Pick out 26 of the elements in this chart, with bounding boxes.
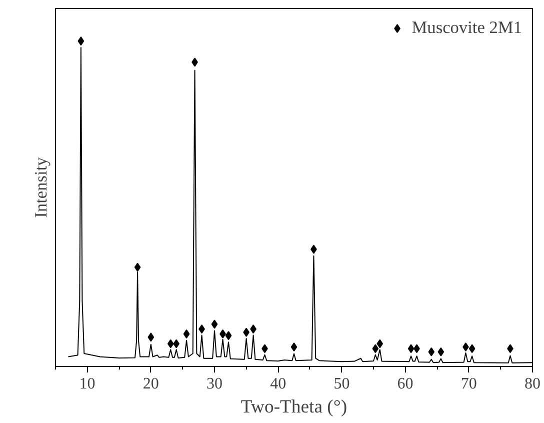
point bbox=[428, 347, 435, 356]
x-tick-label: 80 bbox=[524, 376, 540, 392]
x-tick-label: 30 bbox=[206, 376, 222, 392]
legend-label: Muscovite 2M1 bbox=[412, 18, 522, 38]
x-axis-title: Two-Theta (°) bbox=[240, 396, 348, 418]
point bbox=[148, 332, 154, 342]
point bbox=[290, 342, 298, 352]
x-tick-label: 60 bbox=[397, 376, 414, 392]
x-tick-label: 40 bbox=[270, 376, 286, 392]
x-tick-label: 10 bbox=[79, 376, 96, 392]
point bbox=[78, 36, 84, 46]
point bbox=[225, 331, 232, 340]
point bbox=[167, 339, 174, 348]
point bbox=[134, 262, 141, 272]
point bbox=[173, 339, 180, 348]
point bbox=[376, 339, 384, 348]
y-axis-title: Intensity bbox=[32, 156, 50, 218]
point bbox=[468, 344, 476, 354]
x-tick-label: 20 bbox=[142, 376, 159, 392]
point bbox=[372, 344, 379, 354]
point bbox=[183, 329, 190, 338]
x-tick-label: 50 bbox=[334, 376, 350, 392]
point bbox=[408, 344, 414, 354]
point bbox=[438, 347, 444, 356]
point bbox=[211, 320, 218, 329]
x-tick-label: 70 bbox=[460, 376, 477, 392]
